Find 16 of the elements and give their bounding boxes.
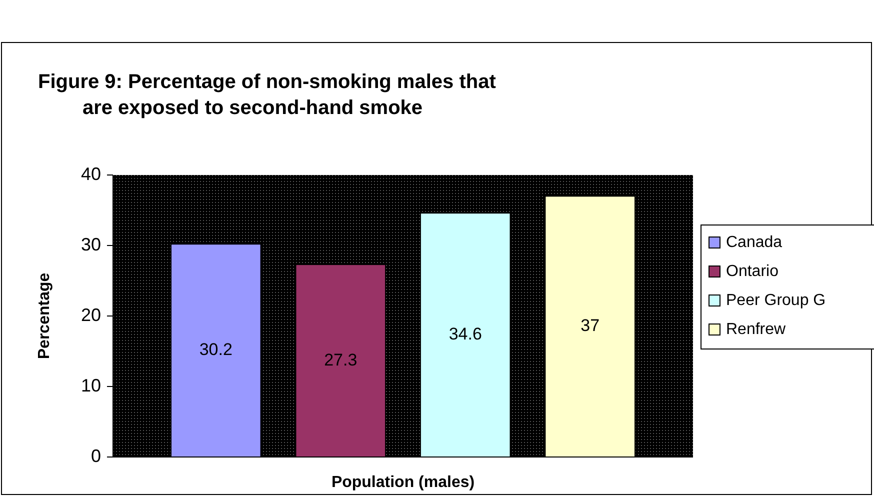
data-label: 34.6 xyxy=(448,324,482,344)
legend-label: Peer Group G xyxy=(726,292,826,310)
data-label: 27.3 xyxy=(324,350,358,370)
legend-label: Renfrew xyxy=(726,321,786,338)
y-tick-label: 40 xyxy=(80,164,101,184)
y-tick-label: 30 xyxy=(80,234,101,254)
legend-label: Ontario xyxy=(726,263,779,280)
data-label: 30.2 xyxy=(199,340,232,360)
data-label: 37 xyxy=(580,316,600,336)
x-axis-title: Population (males) xyxy=(331,474,475,491)
y-tick-label: 20 xyxy=(80,304,101,325)
legend-label: Canada xyxy=(726,234,782,252)
y-axis-title: Percentage xyxy=(36,272,53,360)
chart-title: Figure 9: Percentage of non-smoking males that are exposed to second-hand smoke xyxy=(38,71,496,119)
y-tick-label: 0 xyxy=(90,446,101,466)
y-tick-label: 10 xyxy=(80,375,101,396)
